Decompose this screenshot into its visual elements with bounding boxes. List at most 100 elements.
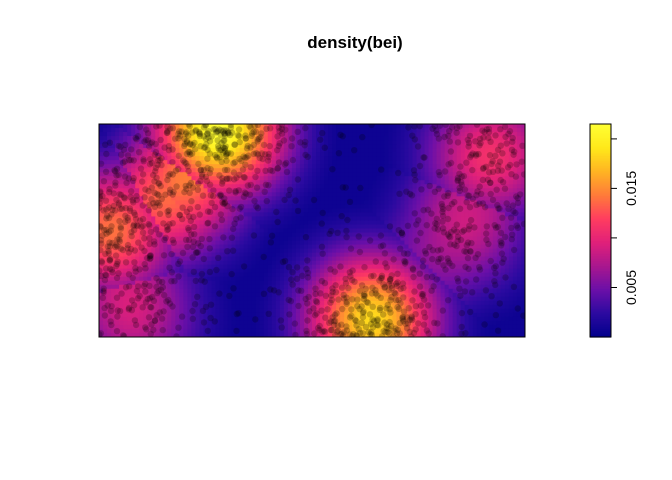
heatmap-cell xyxy=(111,164,116,169)
heatmap-cell xyxy=(408,168,414,173)
heatmap-cell xyxy=(516,296,522,302)
heatmap-cell xyxy=(424,296,430,302)
heatmap-cell xyxy=(476,140,482,145)
heatmap-cell xyxy=(316,132,321,137)
heatmap-cell xyxy=(452,140,458,145)
heatmap-cell xyxy=(432,164,438,169)
heatmap-cell xyxy=(404,260,410,266)
heatmap-cell xyxy=(283,184,289,189)
heatmap-cell xyxy=(464,212,470,218)
heatmap-cell xyxy=(307,192,313,197)
heatmap-cell xyxy=(404,292,410,298)
heatmap-cell xyxy=(336,140,341,145)
heatmap-cell xyxy=(211,168,217,173)
heatmap-cell xyxy=(195,160,201,165)
heatmap-cell xyxy=(287,180,293,185)
heatmap-cell xyxy=(191,140,197,145)
heatmap-cell xyxy=(384,192,389,197)
heatmap-cell xyxy=(111,308,116,314)
heatmap-cell xyxy=(219,136,225,141)
heatmap-cell xyxy=(324,152,329,157)
heatmap-cell xyxy=(231,240,237,246)
heatmap-cell xyxy=(183,228,189,234)
heatmap-cell xyxy=(187,212,193,218)
heatmap-cell xyxy=(500,176,506,181)
heatmap-cell xyxy=(179,256,184,262)
heatmap-cell xyxy=(235,172,241,177)
heatmap-cell xyxy=(187,256,193,262)
heatmap-cell xyxy=(103,264,108,270)
heatmap-cell xyxy=(111,272,116,278)
heatmap-cell xyxy=(496,240,502,246)
heatmap-cell xyxy=(488,252,494,258)
heatmap-cell xyxy=(480,220,486,226)
heatmap-cell xyxy=(115,200,120,205)
heatmap-cell xyxy=(324,296,329,302)
heatmap-cell xyxy=(307,232,313,238)
heatmap-cell xyxy=(372,264,377,270)
heatmap-cell xyxy=(412,228,418,234)
heatmap-cell xyxy=(155,232,160,238)
heatmap-cell xyxy=(372,244,377,250)
heatmap-cell xyxy=(231,268,237,274)
heatmap-cell xyxy=(115,288,120,294)
heatmap-cell xyxy=(448,140,454,145)
heatmap-cell xyxy=(283,208,289,214)
heatmap-cell xyxy=(476,176,482,181)
heatmap-cell xyxy=(175,132,180,137)
heatmap-cell xyxy=(328,284,333,290)
heatmap-cell xyxy=(496,300,502,306)
heatmap-cell xyxy=(336,288,341,294)
heatmap-cell xyxy=(380,132,385,137)
heatmap-cell xyxy=(119,304,124,310)
heatmap-cell xyxy=(103,164,108,169)
heatmap-cell xyxy=(283,172,289,177)
heatmap-cell xyxy=(516,136,522,141)
heatmap-cell xyxy=(147,248,152,254)
heatmap-cell xyxy=(436,252,442,258)
heatmap-cell xyxy=(287,168,293,173)
heatmap-cell xyxy=(183,188,189,193)
heatmap-cell xyxy=(460,204,466,209)
heatmap-cell xyxy=(167,248,172,254)
heatmap-cell xyxy=(167,160,172,165)
heatmap-cell xyxy=(283,272,289,278)
heatmap-cell xyxy=(255,160,261,165)
heatmap-cell xyxy=(488,256,494,262)
heatmap-cell xyxy=(412,292,418,298)
heatmap-cell xyxy=(147,312,152,318)
heatmap-cell xyxy=(384,264,389,270)
heatmap-cell xyxy=(175,256,180,262)
heatmap-cell xyxy=(488,296,494,302)
heatmap-cell xyxy=(460,156,466,161)
heatmap-cell xyxy=(508,152,514,157)
heatmap-cell xyxy=(380,164,385,169)
heatmap-cell xyxy=(111,248,116,254)
heatmap-cell xyxy=(263,248,269,254)
heatmap-cell xyxy=(356,304,361,310)
heatmap-cell xyxy=(376,208,381,214)
heatmap-cell xyxy=(348,304,353,310)
heatmap-cell xyxy=(207,204,213,209)
heatmap-cell xyxy=(324,252,329,258)
heatmap-cell xyxy=(231,164,237,169)
heatmap-cell xyxy=(279,256,285,262)
heatmap-cell xyxy=(420,228,426,234)
heatmap-cell xyxy=(408,180,414,185)
heatmap-cell xyxy=(472,284,478,290)
heatmap-cell xyxy=(492,200,498,205)
heatmap-cell xyxy=(352,244,357,250)
heatmap-cell xyxy=(408,244,414,250)
heatmap-cell xyxy=(175,268,180,274)
heatmap-cell xyxy=(211,176,217,181)
heatmap-cell xyxy=(440,272,446,278)
heatmap-cell xyxy=(420,296,426,302)
heatmap-cell xyxy=(203,200,209,205)
heatmap-cell xyxy=(139,184,144,189)
heatmap-cell xyxy=(295,152,301,157)
heatmap-cell xyxy=(223,204,229,209)
heatmap-cell xyxy=(131,168,136,173)
heatmap-cell xyxy=(171,284,176,290)
heatmap-cell xyxy=(163,152,168,157)
heatmap-cell xyxy=(336,208,341,214)
